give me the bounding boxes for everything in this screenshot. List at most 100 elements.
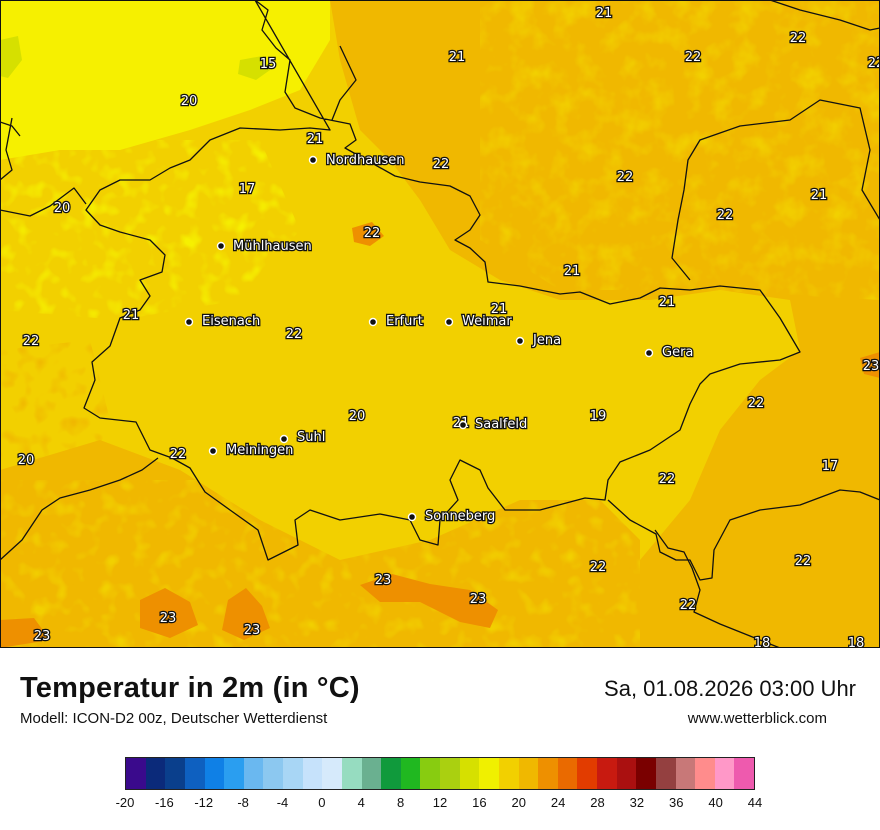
border-czech-2 <box>654 529 781 649</box>
color-scale <box>125 757 755 790</box>
temp-label: 22 <box>685 50 702 65</box>
temp-label: 22 <box>795 554 812 569</box>
hot-spot-4 <box>352 222 384 246</box>
border-bavaria <box>0 457 159 561</box>
temp-label: 21 <box>596 6 613 21</box>
color-scale-swatch <box>695 758 715 789</box>
temp-label: 20 <box>349 409 366 424</box>
warm-region-west <box>0 340 110 480</box>
hot-spot-1 <box>140 588 198 638</box>
color-scale-tick-label: 20 <box>511 795 526 810</box>
temp-label: 19 <box>590 409 607 424</box>
hot-spot-6 <box>0 618 50 648</box>
color-scale-swatch <box>557 758 578 789</box>
hot-spot-2 <box>222 588 270 640</box>
temp-label: 18 <box>754 636 771 648</box>
city-dot <box>184 317 194 327</box>
state-borders <box>0 0 880 649</box>
city-dot <box>216 241 226 251</box>
temp-label: 21 <box>659 295 676 310</box>
color-scale-swatch <box>204 758 225 789</box>
temp-label: 22 <box>286 327 303 342</box>
temp-label: 22 <box>433 157 450 172</box>
temp-label: 23 <box>244 623 261 638</box>
color-scale-swatch <box>597 758 617 789</box>
city-label: Jena <box>532 333 561 348</box>
warm-region-south-blotches <box>0 480 640 648</box>
temperature-labels: 21 22 22 22 15 21 22 20 21 22 22 17 20 2… <box>16 5 880 653</box>
city-markers: Nordhausen Mühlhausen Eisenach Erfurt We… <box>184 152 695 525</box>
city-dot <box>208 446 218 456</box>
color-scale-tick-label: 32 <box>629 795 645 810</box>
temp-label: 20 <box>181 94 198 109</box>
color-scale-tick-label: 12 <box>432 795 448 810</box>
color-scale-swatch <box>538 758 558 789</box>
color-scale-swatch <box>322 758 342 789</box>
temp-label: 22 <box>23 334 40 349</box>
temp-label: 20 <box>18 453 35 468</box>
temp-label: 17 <box>822 459 839 474</box>
border-northeast-2 <box>769 0 880 31</box>
city-dot <box>368 317 378 327</box>
temp-label: 22 <box>680 598 697 613</box>
city-label: Eisenach <box>202 314 260 329</box>
color-scale-swatch <box>283 758 303 789</box>
color-scale-tick-label: 44 <box>747 795 763 810</box>
color-scale-tick-label: -16 <box>154 795 174 810</box>
temp-label: 22 <box>717 208 734 223</box>
color-scale-swatch <box>518 758 539 789</box>
color-scale-swatch <box>616 758 637 789</box>
color-scale-tick-label: 28 <box>590 795 605 810</box>
website-link[interactable]: www.wetterblick.com <box>687 710 827 727</box>
color-scale-tick-label: -20 <box>115 795 135 810</box>
city-dot <box>308 155 318 165</box>
color-scale-swatch <box>420 758 440 789</box>
border-northeast-1 <box>671 99 880 281</box>
city-label: Gera <box>662 345 693 360</box>
color-scale-swatch <box>381 758 401 789</box>
color-scale-swatch <box>243 758 264 789</box>
temp-label: 23 <box>160 611 177 626</box>
model-info: Modell: ICON-D2 00z, Deutscher Wetterdie… <box>20 710 328 727</box>
border-west-2 <box>0 121 21 137</box>
hot-spot-3 <box>360 574 498 628</box>
temp-label: 20 <box>54 201 71 216</box>
color-scale-swatch <box>655 758 676 789</box>
warm-region-blotches <box>480 0 880 300</box>
temp-label: 18 <box>848 636 865 648</box>
temp-label: 22 <box>790 31 807 46</box>
hot-spot-5 <box>860 352 880 378</box>
temp-label: 21 <box>307 132 324 147</box>
color-scale-swatch <box>577 758 597 789</box>
temp-label: 22 <box>617 170 634 185</box>
color-scale-swatch <box>361 758 382 789</box>
green-spot-2 <box>0 36 22 78</box>
temp-label: 22 <box>364 226 381 241</box>
color-scale-swatch <box>675 758 696 789</box>
temp-label: 21 <box>449 50 466 65</box>
city-dot <box>515 336 525 346</box>
color-scale-swatch <box>224 758 244 789</box>
color-scale-tick-label: 36 <box>669 795 684 810</box>
temp-label: 21 <box>491 302 508 317</box>
map-svg: 21 22 22 22 15 21 22 20 21 22 22 17 20 2… <box>0 0 880 653</box>
border-hesse-east <box>0 187 87 217</box>
color-scale-tick-label: 16 <box>472 795 487 810</box>
temp-label: 22 <box>590 560 607 575</box>
color-scale-swatch <box>263 758 283 789</box>
temp-label: 22 <box>659 472 676 487</box>
city-label: Saalfeld <box>475 417 527 432</box>
color-scale-swatch <box>714 758 735 789</box>
color-scale-swatch <box>498 758 519 789</box>
temp-label: 23 <box>375 573 392 588</box>
color-scale-tick-label: 0 <box>318 795 326 810</box>
temperature-map: 21 22 22 22 15 21 22 20 21 22 22 17 20 2… <box>0 0 880 653</box>
green-spot <box>238 56 270 80</box>
color-scale-swatch <box>341 758 362 789</box>
city-label: Mühlhausen <box>233 239 312 254</box>
city-label: Suhl <box>297 430 325 445</box>
color-scale-swatch <box>302 758 323 789</box>
temp-label: 21 <box>564 264 581 279</box>
color-scale-swatch <box>145 758 166 789</box>
temp-label: 21 <box>811 188 828 203</box>
